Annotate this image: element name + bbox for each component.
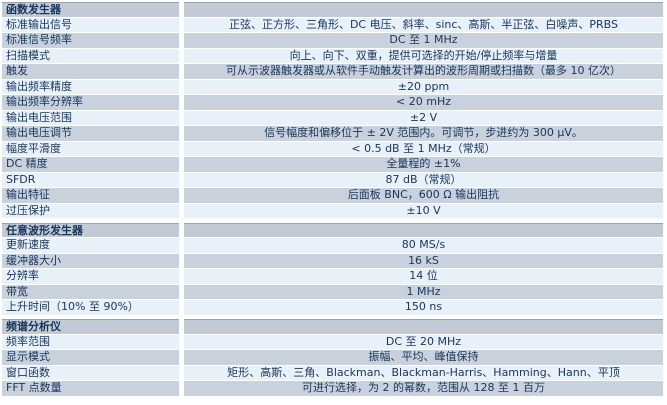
section-header-spacer [184, 319, 663, 334]
spec-label: 频率范围 [2, 334, 179, 349]
spec-label: 输出频率精度 [2, 79, 179, 94]
spec-row: 输出电压范围 ±2 V [2, 110, 663, 125]
section-title: 频谱分析仪 [2, 319, 179, 334]
spec-section: 函数发生器 标准输出信号 正弦、正方形、三角形、DC 电压、斜率、sinc、高斯、半… [2, 2, 663, 218]
spec-label: 输出电压调节 [2, 126, 179, 141]
spec-row: 输出电压调节 信号幅度和偏移位于 ± 2V 范围内。可调节，步进约为 300 µV… [2, 126, 663, 141]
spec-value: < 20 mHz [184, 95, 663, 110]
spec-value: 150 ns [184, 300, 663, 315]
spec-value: ±20 ppm [184, 79, 663, 94]
spec-row: 上升时间（10% 至 90%） 150 ns [2, 300, 663, 315]
spec-label: 标准信号频率 [2, 33, 179, 48]
spec-value: 正弦、正方形、三角形、DC 电压、斜率、sinc、高斯、半正弦、白噪声、PRBS [184, 17, 663, 32]
spec-label: 输出电压范围 [2, 110, 179, 125]
spec-value: < 0.5 dB 至 1 MHz（常规） [184, 141, 663, 156]
spec-section: 任意波形发生器 更新速度 80 MS/s 缓冲器大小 16 kS 分辨率 14 位带宽 1 M… [2, 222, 663, 315]
spec-row: 带宽 1 MHz [2, 284, 663, 299]
spec-label: 上升时间（10% 至 90%） [2, 300, 179, 315]
spec-label: 窗口函数 [2, 365, 179, 380]
spec-row: DC 精度 全量程的 ±1% [2, 157, 663, 172]
spec-row: FFT 点数量 可进行选择，为 2 的幂数，范围从 128 至 1 百万 [2, 381, 663, 396]
spec-label: 幅度平滑度 [2, 141, 179, 156]
spec-value: 后面板 BNC，600 Ω 输出阻抗 [184, 188, 663, 203]
spec-value: 1 MHz [184, 284, 663, 299]
spec-label: 分辨率 [2, 269, 179, 284]
section-header-row: 任意波形发生器 [2, 222, 663, 237]
spec-row: 显示模式 振幅、平均、峰值保持 [2, 350, 663, 365]
section-title: 函数发生器 [2, 2, 179, 17]
spec-row: 输出特征 后面板 BNC，600 Ω 输出阻抗 [2, 188, 663, 203]
spec-row: 更新速度 80 MS/s [2, 238, 663, 253]
spec-label: 更新速度 [2, 238, 179, 253]
section-header-row: 频谱分析仪 [2, 319, 663, 334]
spec-value: 振幅、平均、峰值保持 [184, 350, 663, 365]
spec-value: ±2 V [184, 110, 663, 125]
spec-section: 频谱分析仪 频率范围 DC 至 20 MHz 显示模式 振幅、平均、峰值保持 窗口函数 矩形… [2, 319, 663, 396]
spec-label: 输出频率分辨率 [2, 95, 179, 110]
section-title: 任意波形发生器 [2, 222, 179, 237]
spec-value: ±10 V [184, 203, 663, 218]
spec-value: 可进行选择，为 2 的幂数，范围从 128 至 1 百万 [184, 381, 663, 396]
spec-value: 全量程的 ±1% [184, 157, 663, 172]
spec-value: 信号幅度和偏移位于 ± 2V 范围内。可调节，步进约为 300 µV。 [184, 126, 663, 141]
spec-label: 标准输出信号 [2, 17, 179, 32]
spec-label: 显示模式 [2, 350, 179, 365]
spec-row: 标准输出信号 正弦、正方形、三角形、DC 电压、斜率、sinc、高斯、半正弦、白噪… [2, 17, 663, 32]
spec-value: 14 位 [184, 269, 663, 284]
spec-label: 扫描模式 [2, 48, 179, 63]
spec-row: SFDR 87 dB（常规） [2, 172, 663, 187]
spec-row: 窗口函数 矩形、高斯、三角、Blackman、Blackman-Harris、Ha… [2, 365, 663, 380]
spec-row: 过压保护 ±10 V [2, 203, 663, 218]
spec-row: 输出频率分辨率 < 20 mHz [2, 95, 663, 110]
spec-row: 标准信号频率 DC 至 1 MHz [2, 33, 663, 48]
spec-row: 触发 可从示波器触发器或从软件手动触发计算出的波形周期或扫描数（最多 10 亿次） [2, 64, 663, 79]
spec-row: 分辨率 14 位 [2, 269, 663, 284]
spec-label: FFT 点数量 [2, 381, 179, 396]
spec-label: 缓冲器大小 [2, 253, 179, 268]
spec-label: SFDR [2, 172, 179, 187]
spec-value: 可从示波器触发器或从软件手动触发计算出的波形周期或扫描数（最多 10 亿次） [184, 64, 663, 79]
section-header-spacer [184, 2, 663, 17]
spec-row: 频率范围 DC 至 20 MHz [2, 334, 663, 349]
section-header-spacer [184, 222, 663, 237]
spec-value: 向上、向下、双重，提供可选择的开始/停止频率与增量 [184, 48, 663, 63]
spec-value: 矩形、高斯、三角、Blackman、Blackman-Harris、Hammin… [184, 365, 663, 380]
spec-row: 幅度平滑度 < 0.5 dB 至 1 MHz（常规） [2, 141, 663, 156]
spec-label: DC 精度 [2, 157, 179, 172]
spec-row: 缓冲器大小 16 kS [2, 253, 663, 268]
spec-row: 输出频率精度 ±20 ppm [2, 79, 663, 94]
spec-value: 87 dB（常规） [184, 172, 663, 187]
spec-label: 输出特征 [2, 188, 179, 203]
spec-value: 16 kS [184, 253, 663, 268]
spec-table: 函数发生器 标准输出信号 正弦、正方形、三角形、DC 电压、斜率、sinc、高斯、半… [2, 2, 663, 396]
spec-value: DC 至 20 MHz [184, 334, 663, 349]
spec-value: 80 MS/s [184, 238, 663, 253]
spec-label: 触发 [2, 64, 179, 79]
section-header-row: 函数发生器 [2, 2, 663, 17]
spec-label: 过压保护 [2, 203, 179, 218]
spec-label: 带宽 [2, 284, 179, 299]
spec-row: 扫描模式 向上、向下、双重，提供可选择的开始/停止频率与增量 [2, 48, 663, 63]
spec-value: DC 至 1 MHz [184, 33, 663, 48]
